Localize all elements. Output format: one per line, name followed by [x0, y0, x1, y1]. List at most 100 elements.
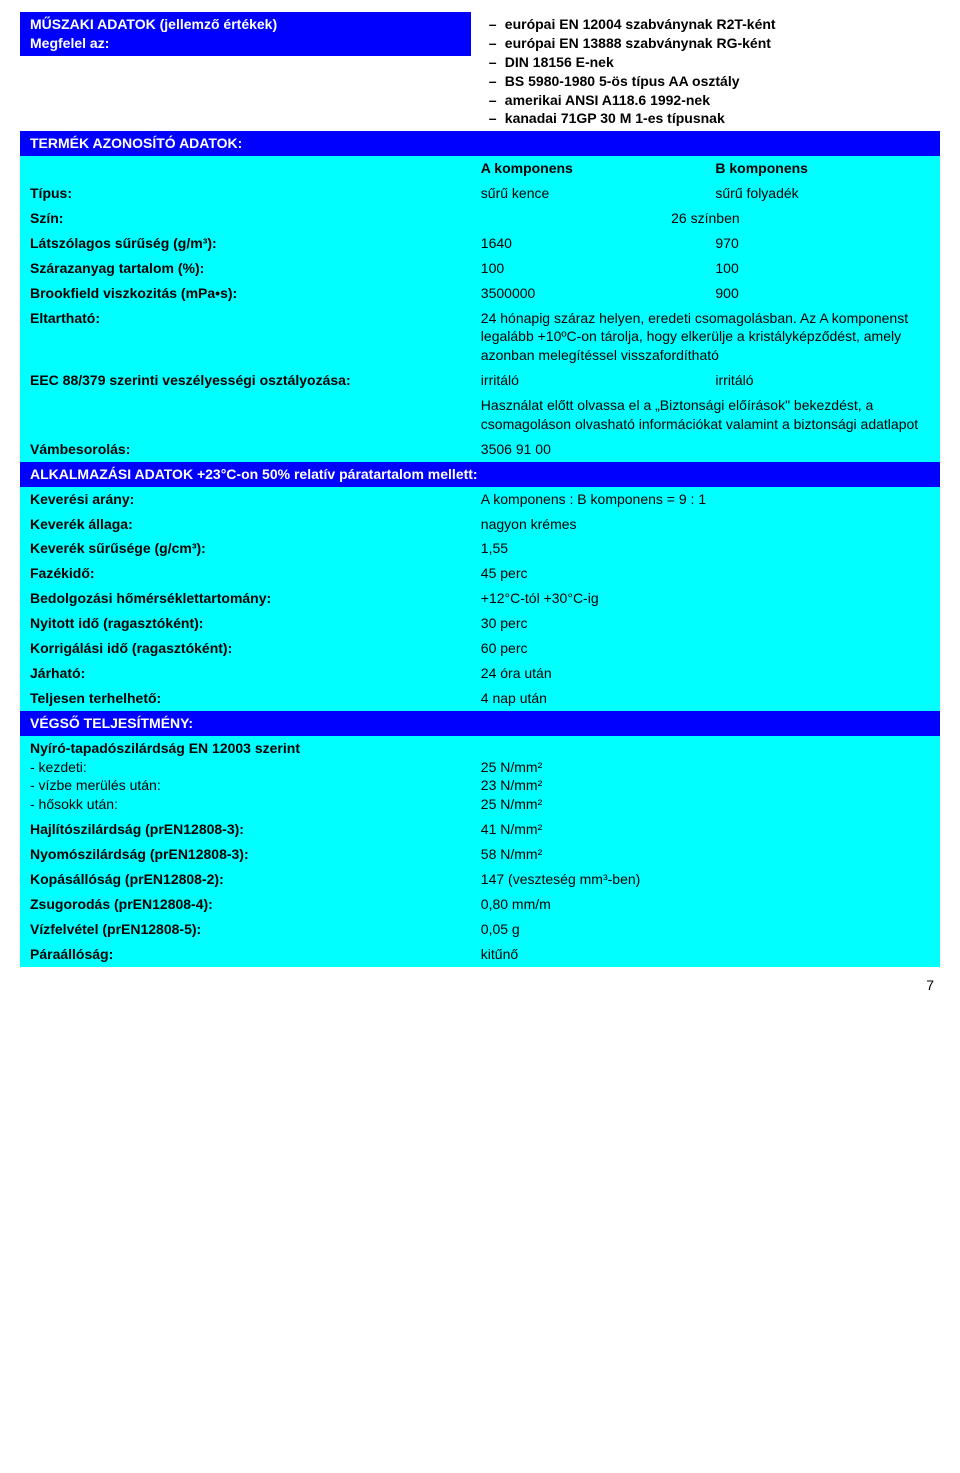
- table-row: Szárazanyag tartalom (%): 100 100: [20, 256, 940, 281]
- table-row: Eltartható: 24 hónapig száraz helyen, er…: [20, 306, 940, 369]
- row-value: 1,55: [471, 536, 940, 561]
- row-value-b: 900: [705, 281, 940, 306]
- row-label: Vámbesorolás:: [20, 437, 471, 462]
- row-label: Brookfield viszkozitás (mPa•s):: [20, 281, 471, 306]
- compliance-list: –európai EN 12004 szabványnak R2T-ként –…: [481, 15, 930, 128]
- row-value: 24 óra után: [471, 661, 940, 686]
- row-label: Teljesen terhelhető:: [20, 686, 471, 711]
- row-value: 0,05 g: [471, 917, 940, 942]
- table-row: Fazékidő: 45 perc: [20, 561, 940, 586]
- row-label: Eltartható:: [20, 306, 471, 369]
- technical-data-sheet: MŰSZAKI ADATOK (jellemző értékek) Megfel…: [20, 0, 940, 1013]
- row-label: Nyitott idő (ragasztóként):: [20, 611, 471, 636]
- section-header-application: ALKALMAZÁSI ADATOK +23°C-on 50% relatív …: [20, 462, 940, 487]
- row-value: 0,80 mm/m: [471, 892, 940, 917]
- product-id-title: TERMÉK AZONOSÍTÓ ADATOK:: [20, 131, 940, 156]
- compliance-item: DIN 18156 E-nek: [505, 53, 614, 72]
- row-value-a: irritáló: [471, 368, 706, 393]
- nyiro-title: Nyíró-tapadószilárdság EN 12003 szerint: [30, 740, 300, 756]
- table-row: Korrigálási idő (ragasztóként): 60 perc: [20, 636, 940, 661]
- nyiro-sub: - kezdeti:: [30, 759, 87, 775]
- row-value: 60 perc: [471, 636, 940, 661]
- row-value-b: 100: [705, 256, 940, 281]
- row-value: 41 N/mm²: [471, 817, 940, 842]
- table-row: Vámbesorolás: 3506 91 00: [20, 437, 940, 462]
- row-value: nagyon krémes: [471, 512, 940, 537]
- row-value: 30 perc: [471, 611, 940, 636]
- table-row: Keverési arány: A komponens : B komponen…: [20, 487, 940, 512]
- table-row: Hajlítószilárdság (prEN12808-3): 41 N/mm…: [20, 817, 940, 842]
- row-label: Keverék állaga:: [20, 512, 471, 537]
- table-row: Nyitott idő (ragasztóként): 30 perc: [20, 611, 940, 636]
- table-row: Kopásállóság (prEN12808-2): 147 (vesztes…: [20, 867, 940, 892]
- row-label: Kopásállóság (prEN12808-2):: [20, 867, 471, 892]
- compliance-item: európai EN 12004 szabványnak R2T-ként: [505, 15, 776, 34]
- row-label: EEC 88/379 szerinti veszélyességi osztál…: [20, 368, 471, 393]
- table-row: Szín: 26 színben: [20, 206, 940, 231]
- row-value-a: 3500000: [471, 281, 706, 306]
- table-row: Bedolgozási hőmérséklettartomány: +12°C-…: [20, 586, 940, 611]
- table-row: Nyíró-tapadószilárdság EN 12003 szerint …: [20, 736, 940, 818]
- row-label: Fazékidő:: [20, 561, 471, 586]
- row-label: Nyomószilárdság (prEN12808-3):: [20, 842, 471, 867]
- row-value: 58 N/mm²: [471, 842, 940, 867]
- compliance-item: európai EN 13888 szabványnak RG-ként: [505, 34, 771, 53]
- table-row: Típus: sűrű kence sűrű folyadék: [20, 181, 940, 206]
- row-value: 25 N/mm² 23 N/mm² 25 N/mm²: [471, 736, 940, 818]
- table-row: EEC 88/379 szerinti veszélyességi osztál…: [20, 368, 940, 393]
- row-value-b: sűrű folyadék: [705, 181, 940, 206]
- row-value: kitűnő: [471, 942, 940, 967]
- row-label: Keverék sűrűsége (g/cm³):: [20, 536, 471, 561]
- table-row: Páraállóság: kitűnő: [20, 942, 940, 967]
- row-value-a: 1640: [471, 231, 706, 256]
- table-row: Nyomószilárdság (prEN12808-3): 58 N/mm²: [20, 842, 940, 867]
- row-label: Keverési arány:: [20, 487, 471, 512]
- nyiro-sub: - vízbe merülés után:: [30, 777, 161, 793]
- row-value: +12°C-tól +30°C-ig: [471, 586, 940, 611]
- row-label: Páraállóság:: [20, 942, 471, 967]
- component-header-row: A komponens B komponens: [20, 156, 940, 181]
- row-label: Korrigálási idő (ragasztóként):: [20, 636, 471, 661]
- tech-title: MŰSZAKI ADATOK (jellemző értékek): [30, 16, 277, 32]
- row-label: Típus:: [20, 181, 471, 206]
- row-label: Bedolgozási hőmérséklettartomány:: [20, 586, 471, 611]
- page-number: 7: [20, 977, 940, 993]
- col-b: B komponens: [705, 156, 940, 181]
- tech-sub: Megfelel az:: [30, 35, 109, 51]
- row-label: Látszólagos sűrűség (g/m³):: [20, 231, 471, 256]
- compliance-item: kanadai 71GP 30 M 1-es típusnak: [505, 109, 725, 128]
- vegso-title: VÉGSŐ TELJESÍTMÉNY:: [20, 711, 940, 736]
- compliance-item: BS 5980-1980 5-ös típus AA osztály: [505, 72, 740, 91]
- nyiro-val: 25 N/mm²: [481, 759, 542, 775]
- alk-title: ALKALMAZÁSI ADATOK +23°C-on 50% relatív …: [20, 462, 940, 487]
- section-header-product-id: TERMÉK AZONOSÍTÓ ADATOK:: [20, 131, 940, 156]
- compliance-item: amerikai ANSI A118.6 1992-nek: [505, 91, 710, 110]
- compliance-row: MŰSZAKI ADATOK (jellemző értékek) Megfel…: [20, 12, 940, 131]
- row-value: 4 nap után: [471, 686, 940, 711]
- table-row: Teljesen terhelhető: 4 nap után: [20, 686, 940, 711]
- row-label: Vízfelvétel (prEN12808-5):: [20, 917, 471, 942]
- row-value-b: 970: [705, 231, 940, 256]
- row-label: Járható:: [20, 661, 471, 686]
- table-row: Vízfelvétel (prEN12808-5): 0,05 g: [20, 917, 940, 942]
- table-row: Keverék sűrűsége (g/cm³): 1,55: [20, 536, 940, 561]
- section-header-final-performance: VÉGSŐ TELJESÍTMÉNY:: [20, 711, 940, 736]
- row-value: 26 színben: [471, 206, 940, 231]
- row-value-a: sűrű kence: [471, 181, 706, 206]
- nyiro-val: 23 N/mm²: [481, 777, 542, 793]
- row-label: Zsugorodás (prEN12808-4):: [20, 892, 471, 917]
- row-value: Használat előtt olvassa el a „Biztonsági…: [471, 393, 940, 437]
- table-row: Látszólagos sűrűség (g/m³): 1640 970: [20, 231, 940, 256]
- row-value: 3506 91 00: [471, 437, 940, 462]
- row-label: Szárazanyag tartalom (%):: [20, 256, 471, 281]
- row-value: 147 (veszteség mm³-ben): [471, 867, 940, 892]
- nyiro-sub: - hősokk után:: [30, 796, 118, 812]
- col-a: A komponens: [471, 156, 706, 181]
- row-value: 24 hónapig száraz helyen, eredeti csomag…: [471, 306, 940, 369]
- row-label: Hajlítószilárdság (prEN12808-3):: [20, 817, 471, 842]
- row-value-b: irritáló: [705, 368, 940, 393]
- table-row: Zsugorodás (prEN12808-4): 0,80 mm/m: [20, 892, 940, 917]
- table-row: Járható: 24 óra után: [20, 661, 940, 686]
- table-row: Keverék állaga: nagyon krémes: [20, 512, 940, 537]
- row-value: 45 perc: [471, 561, 940, 586]
